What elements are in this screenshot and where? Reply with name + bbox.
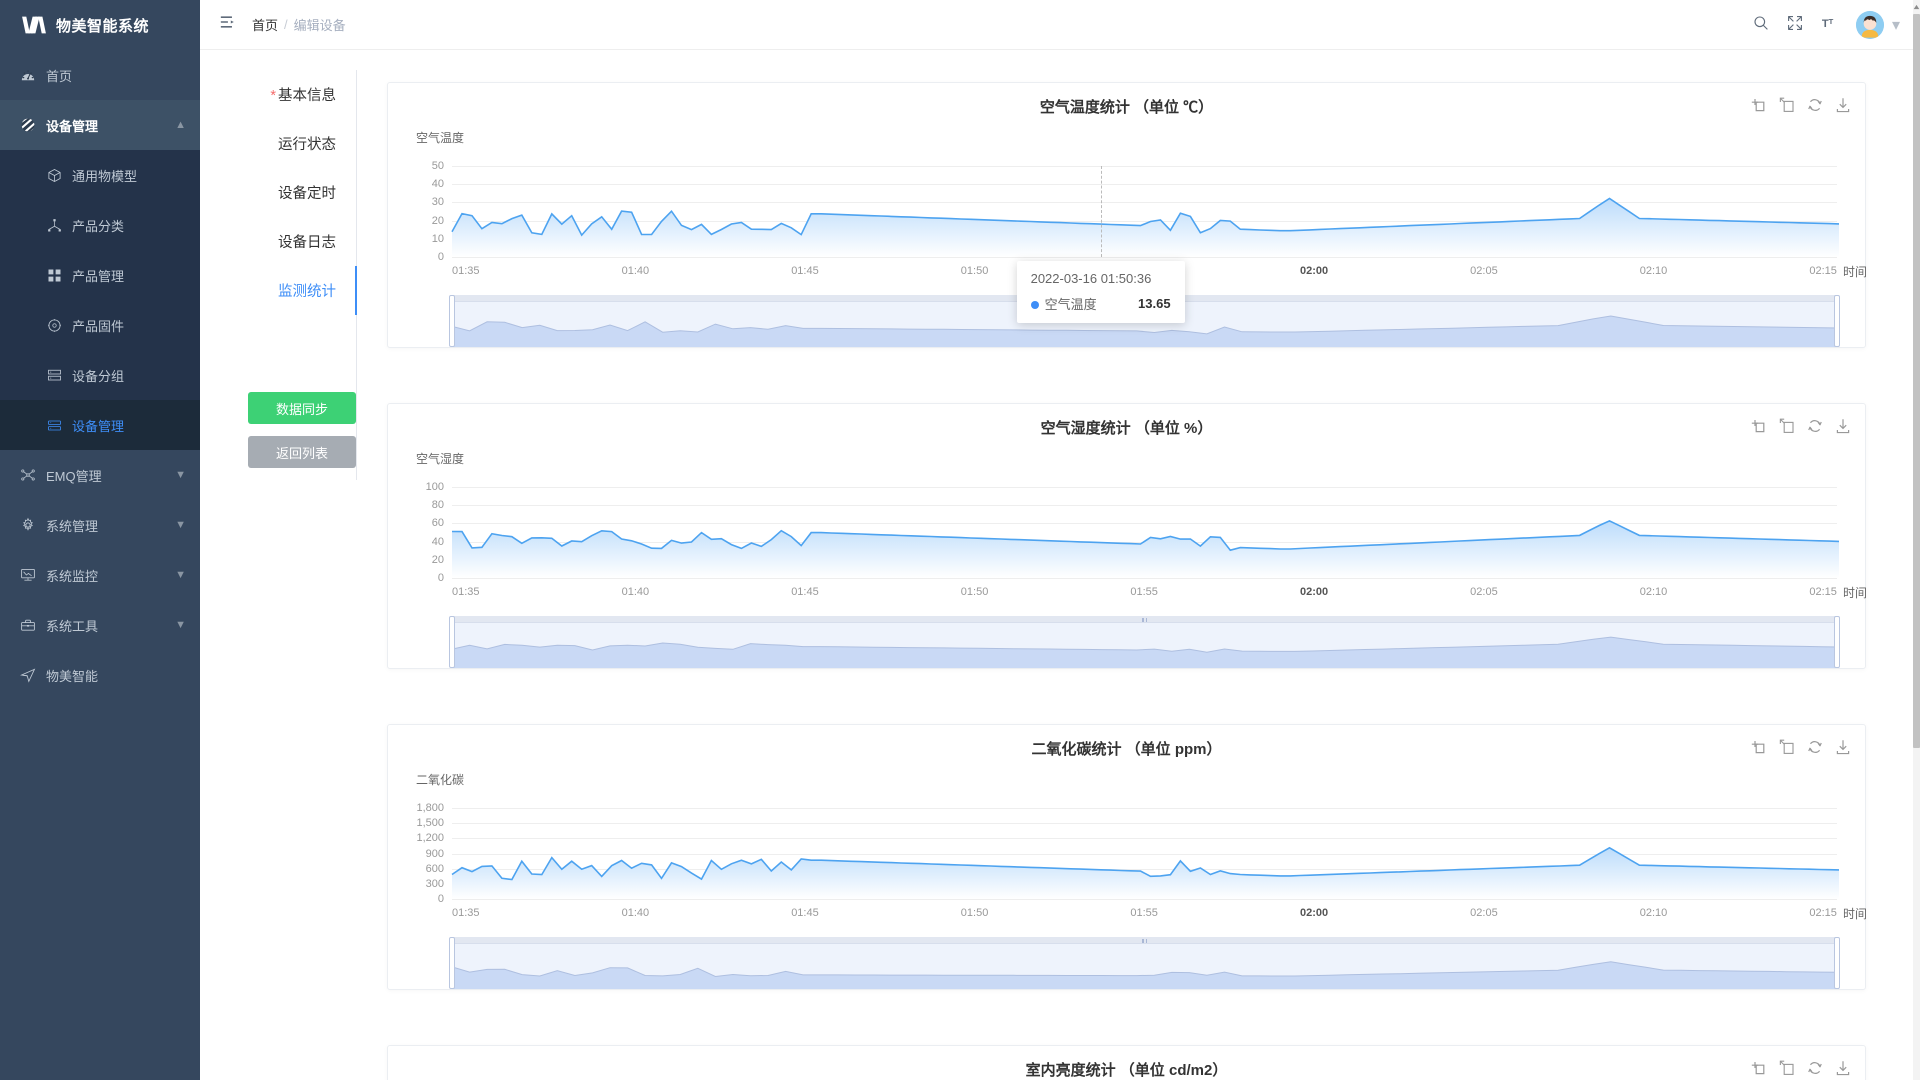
svg-text:T: T: [1822, 18, 1829, 30]
svg-text:T: T: [1829, 17, 1834, 26]
